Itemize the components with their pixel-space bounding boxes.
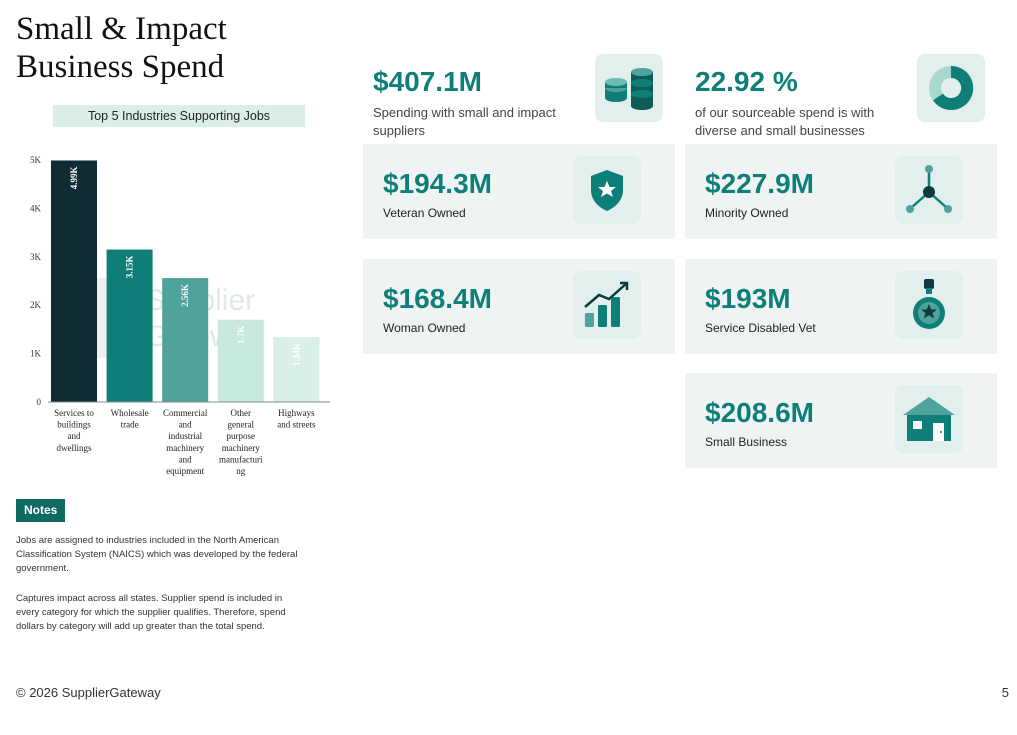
metric-label: Veteran Owned	[383, 206, 466, 220]
donut-chart-icon	[917, 54, 985, 122]
chart-title: Top 5 Industries Supporting Jobs	[53, 105, 305, 127]
metric-minority-owned: $227.9M Minority Owned	[685, 144, 997, 239]
metric-woman-owned: $168.4M Woman Owned	[363, 259, 675, 354]
note-paragraph-1: Jobs are assigned to industries included…	[16, 535, 298, 574]
metric-diverse-share: 22.92 % of our sourceable spend is with …	[685, 54, 997, 149]
category-label: industrial	[168, 431, 202, 441]
metric-label: Service Disabled Vet	[705, 321, 816, 335]
page-title: Small & Impact Business Spend	[16, 10, 316, 86]
coin-stack-icon	[595, 54, 663, 122]
network-nodes-icon	[895, 156, 963, 224]
metric-label: Small Business	[705, 435, 788, 449]
shield-star-icon	[573, 156, 641, 224]
data-label: 4.99K	[69, 166, 79, 189]
medal-icon	[895, 271, 963, 339]
note-paragraph-2: Captures impact across all states. Suppl…	[16, 593, 286, 632]
page-number: 5	[1001, 685, 1009, 700]
category-label: and	[179, 420, 192, 430]
title-line-2: Business Spend	[16, 49, 225, 85]
category-label: general	[228, 420, 255, 430]
y-tick-label: 4K	[30, 203, 42, 213]
category-label: Highways	[278, 408, 315, 418]
y-tick-label: 2K	[30, 300, 42, 310]
category-label: purpose	[227, 431, 256, 441]
category-label: dwellings	[57, 443, 92, 453]
data-label: 3.15K	[125, 256, 135, 279]
notes-badge: Notes	[16, 499, 66, 522]
y-tick-label: 3K	[30, 252, 42, 262]
metric-value: $193M	[705, 283, 791, 314]
metric-value: 22.92 %	[695, 66, 798, 97]
bar	[273, 337, 320, 402]
bar-chart: 01K2K3K4K5KSupplierGateway4.99KServices …	[30, 155, 330, 476]
y-tick-label: 1K	[30, 349, 42, 359]
category-label: equipment	[166, 466, 204, 476]
metric-small-business: $208.6M Small Business	[685, 373, 997, 468]
metric-value: $168.4M	[383, 283, 492, 314]
category-label: manufacturi	[219, 454, 263, 464]
bar	[51, 160, 97, 402]
data-label: 2.56K	[180, 284, 190, 307]
storefront-icon	[895, 385, 963, 453]
category-label: and	[68, 431, 81, 441]
category-label: Other	[231, 408, 252, 418]
metric-service-disabled-vet: $193M Service Disabled Vet	[685, 259, 997, 354]
metric-veteran-owned: $194.3M Veteran Owned	[363, 144, 675, 239]
data-label: 1.34K	[291, 343, 301, 366]
growth-chart-icon	[573, 271, 641, 339]
metric-label: Spending with small and impact suppliers	[373, 105, 556, 138]
bar	[106, 249, 153, 402]
category-label: Commercial	[163, 408, 208, 418]
category-label: and	[179, 454, 192, 464]
metric-value: $407.1M	[373, 66, 482, 97]
category-label: and streets	[277, 420, 316, 430]
category-label: trade	[121, 420, 139, 430]
metric-label: of our sourceable spend is with diverse …	[695, 105, 875, 138]
footer-copyright: © 2026 SupplierGateway	[16, 685, 161, 700]
metric-total-spend: $407.1M Spending with small and impact s…	[363, 54, 675, 149]
metric-label: Minority Owned	[705, 206, 789, 220]
data-label: 1.7K	[236, 326, 246, 344]
metric-value: $227.9M	[705, 168, 814, 199]
metric-value: $208.6M	[705, 397, 814, 428]
category-label: buildings	[57, 420, 91, 430]
category-label: ng	[236, 466, 246, 476]
title-line-1: Small & Impact	[16, 11, 227, 47]
category-label: machinery	[222, 443, 260, 453]
y-tick-label: 5K	[30, 155, 42, 165]
category-label: Services to	[54, 408, 94, 418]
category-label: Wholesale	[111, 408, 149, 418]
bar	[217, 319, 264, 402]
metric-value: $194.3M	[383, 168, 492, 199]
metric-label: Woman Owned	[383, 321, 466, 335]
y-tick-label: 0	[37, 397, 42, 407]
bar	[162, 278, 209, 402]
category-label: machinery	[166, 443, 204, 453]
